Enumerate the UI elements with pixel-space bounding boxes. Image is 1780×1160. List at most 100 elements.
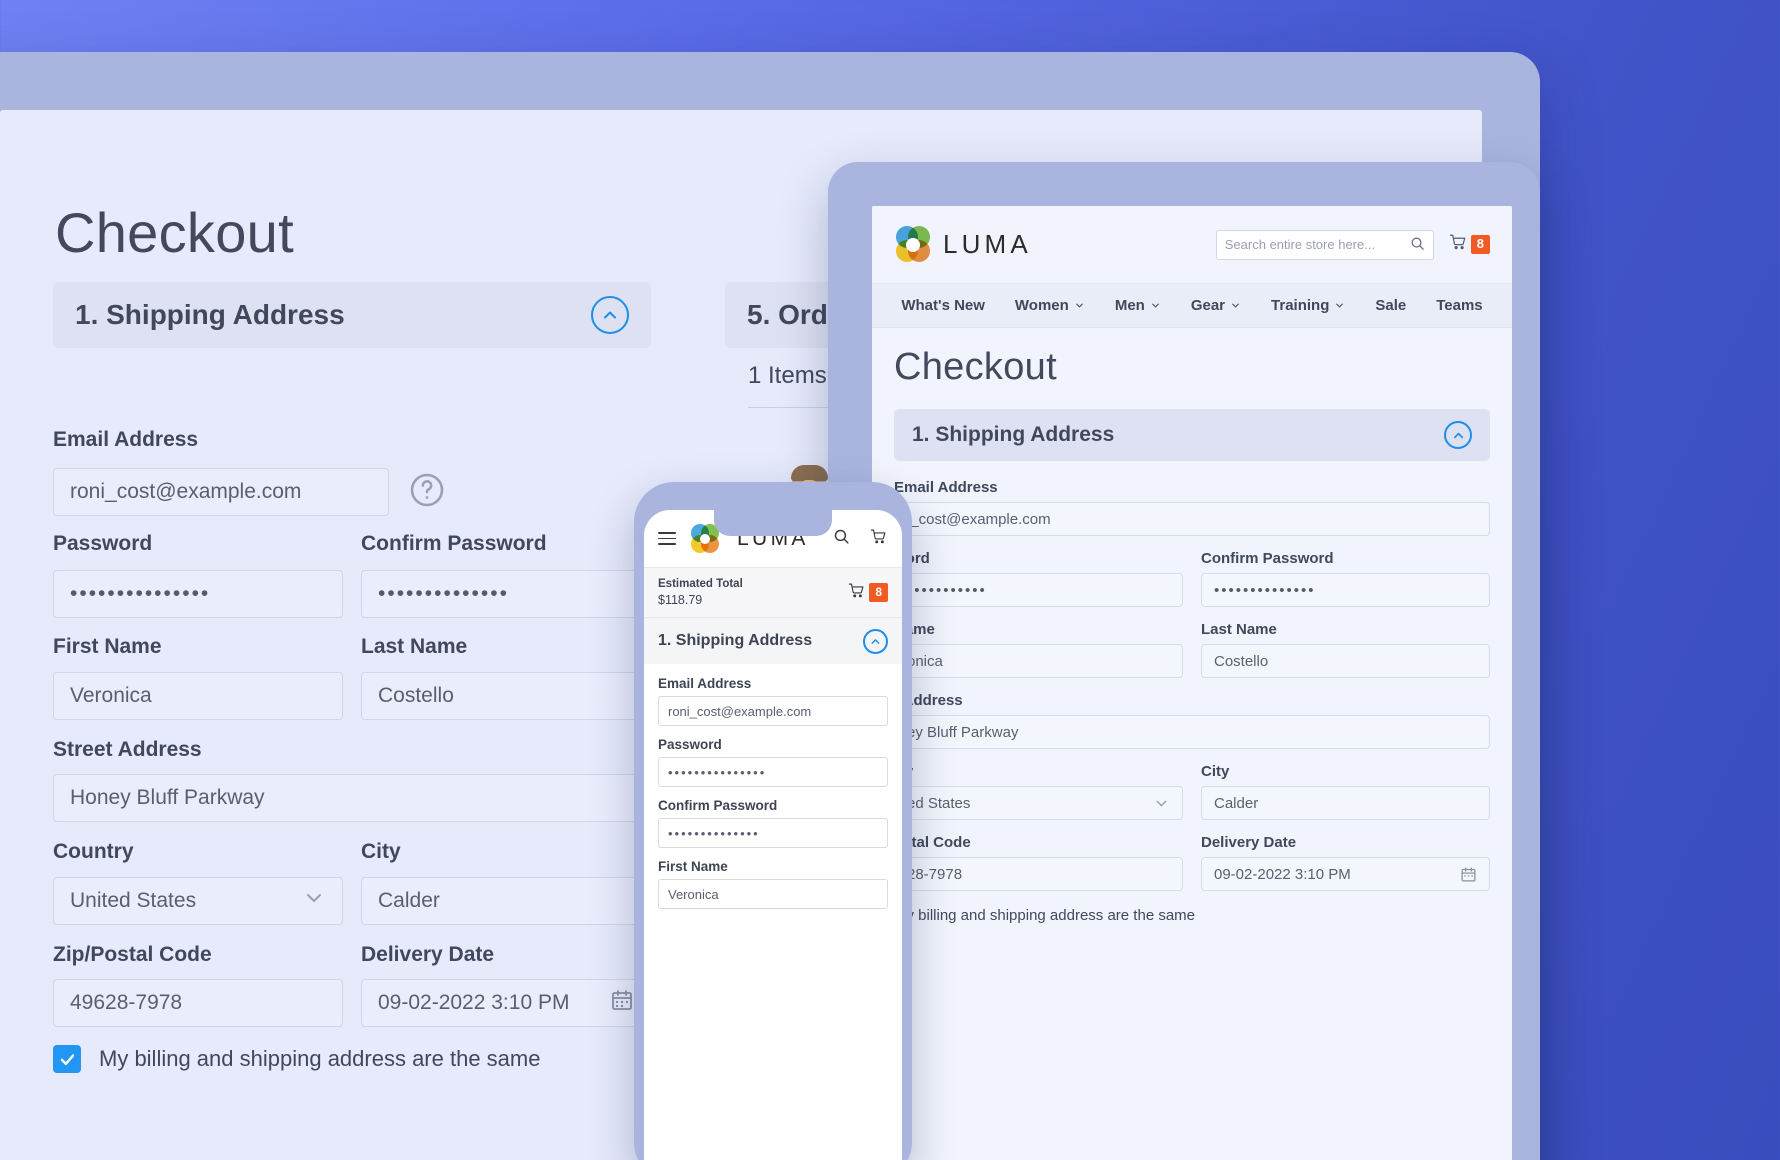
tablet-last-name-label: Last Name bbox=[1201, 621, 1277, 638]
luma-wordmark: LUMA bbox=[943, 229, 1032, 259]
tablet-confirm-password-label: Confirm Password bbox=[1201, 550, 1334, 567]
tablet-last-name-input[interactable]: Costello bbox=[1201, 644, 1490, 678]
chevron-down-icon bbox=[1156, 800, 1167, 806]
cart-icon bbox=[847, 582, 866, 604]
tablet-delivery-value: 09-02-2022 3:10 PM bbox=[1214, 865, 1351, 883]
tablet-country-select[interactable]: ed States bbox=[894, 786, 1183, 820]
phone-screen: LUMA Estimated Total $118.79 8 1. Ship bbox=[644, 510, 902, 1160]
nav-item-men[interactable]: Men bbox=[1115, 297, 1161, 314]
tablet-zip-input[interactable]: 28-7978 bbox=[894, 857, 1183, 891]
tablet-billing-same-label: My billing and shipping address are the … bbox=[894, 907, 1196, 924]
tablet-shipping-section-header[interactable]: 1. Shipping Address bbox=[894, 409, 1490, 461]
phone-password-label: Password bbox=[658, 737, 722, 752]
luma-logo-icon[interactable] bbox=[690, 523, 720, 554]
chevron-down-icon bbox=[1336, 303, 1344, 308]
luma-logo-icon[interactable] bbox=[894, 225, 932, 264]
phone-password-input[interactable]: ••••••••••••••• bbox=[658, 757, 888, 787]
confirm-password-input[interactable]: •••••••••••••• bbox=[361, 570, 651, 618]
tablet-street-label: t Address bbox=[894, 692, 963, 709]
nav-item-teams[interactable]: Teams bbox=[1436, 297, 1482, 314]
nav-item-sale[interactable]: Sale bbox=[1375, 297, 1406, 314]
phone-notch bbox=[714, 510, 832, 536]
cart-count-badge: 8 bbox=[1470, 235, 1490, 254]
country-label: Country bbox=[53, 840, 134, 863]
chevron-up-circle-icon[interactable] bbox=[1444, 421, 1472, 449]
nav-item-women[interactable]: Women bbox=[1015, 297, 1085, 314]
tablet-zip-label: ostal Code bbox=[894, 834, 971, 851]
search-icon[interactable] bbox=[1410, 236, 1425, 254]
nav-label: Sale bbox=[1375, 297, 1407, 314]
chevron-up-circle-icon[interactable] bbox=[591, 296, 629, 334]
shipping-address-section-header[interactable]: 1. Shipping Address bbox=[53, 282, 651, 348]
zip-input[interactable]: 49628-7978 bbox=[53, 979, 343, 1027]
tablet-device-frame: LUMA Search entire store here... 8 What'… bbox=[828, 162, 1540, 1160]
cart-icon[interactable] bbox=[869, 528, 888, 550]
street-address-input[interactable]: Honey Bluff Parkway bbox=[53, 774, 651, 822]
password-input[interactable]: ••••••••••••••• bbox=[53, 570, 343, 618]
tablet-password-input[interactable]: ••••••••••• bbox=[894, 573, 1183, 607]
zip-label: Zip/Postal Code bbox=[53, 943, 212, 966]
search-input[interactable]: Search entire store here... bbox=[1215, 229, 1434, 260]
last-name-input[interactable]: Costello bbox=[361, 672, 651, 720]
tablet-email-label: Email Address bbox=[894, 479, 998, 496]
phone-confirm-password-input[interactable]: •••••••••••••• bbox=[658, 818, 888, 848]
chevron-up-circle-icon[interactable] bbox=[863, 628, 888, 654]
chevron-down-icon bbox=[302, 886, 326, 916]
tablet-city-input[interactable]: Calder bbox=[1201, 786, 1490, 820]
first-name-label: First Name bbox=[53, 635, 162, 658]
chevron-down-icon bbox=[1076, 303, 1083, 308]
tablet-delivery-input[interactable]: 09-02-2022 3:10 PM bbox=[1201, 857, 1490, 891]
nav-label: Women bbox=[1014, 297, 1069, 314]
phone-device-frame: LUMA Estimated Total $118.79 8 1. Ship bbox=[634, 482, 912, 1160]
shipping-address-title: 1. Shipping Address bbox=[75, 299, 345, 330]
country-select-value: United States bbox=[70, 889, 197, 912]
search-icon[interactable] bbox=[833, 528, 850, 550]
tablet-main-nav: What's New Women Men Gear Training Sale … bbox=[872, 284, 1512, 328]
delivery-date-input[interactable]: 09-02-2022 3:10 PM bbox=[361, 979, 651, 1027]
phone-email-input[interactable]: roni_cost@example.com bbox=[658, 696, 888, 726]
last-name-label: Last Name bbox=[361, 635, 468, 658]
billing-same-checkbox[interactable] bbox=[53, 1045, 81, 1073]
question-circle-icon[interactable] bbox=[409, 472, 445, 513]
nav-item-training[interactable]: Training bbox=[1271, 297, 1345, 314]
confirm-password-label: Confirm Password bbox=[361, 532, 547, 555]
nav-label: What's New bbox=[901, 297, 985, 314]
country-select[interactable]: United States bbox=[53, 877, 343, 925]
tablet-password-label: word bbox=[894, 550, 1183, 567]
phone-confirm-password-label: Confirm Password bbox=[658, 798, 778, 813]
email-input[interactable]: roni_cost@example.com bbox=[53, 468, 389, 516]
phone-cart-button[interactable]: 8 bbox=[847, 582, 888, 604]
tablet-street-input[interactable]: ey Bluff Parkway bbox=[894, 715, 1490, 749]
cart-count-badge: 8 bbox=[869, 582, 888, 603]
tablet-confirm-password-input[interactable]: •••••••••••••• bbox=[1201, 573, 1490, 607]
hamburger-menu-icon[interactable] bbox=[658, 531, 676, 546]
delivery-date-label: Delivery Date bbox=[361, 943, 495, 966]
tablet-shipping-title: 1. Shipping Address bbox=[912, 423, 1115, 446]
email-label: Email Address bbox=[53, 428, 199, 451]
search-placeholder: Search entire store here... bbox=[1224, 237, 1376, 252]
phone-email-label: Email Address bbox=[658, 676, 752, 691]
nav-item-whats-new[interactable]: What's New bbox=[901, 297, 985, 314]
street-address-label: Street Address bbox=[53, 738, 202, 761]
phone-estimated-total-bar: Estimated Total $118.79 8 bbox=[644, 568, 902, 618]
phone-shipping-section-header[interactable]: 1. Shipping Address bbox=[644, 618, 902, 664]
phone-first-name-input[interactable]: Veronica bbox=[658, 879, 888, 909]
page-title: Checkout bbox=[55, 201, 294, 264]
tablet-first-name-input[interactable]: onica bbox=[894, 644, 1183, 678]
nav-label: Teams bbox=[1436, 297, 1483, 314]
first-name-input[interactable]: Veronica bbox=[53, 672, 343, 720]
nav-item-gear[interactable]: Gear bbox=[1191, 297, 1241, 314]
calendar-icon bbox=[1461, 866, 1476, 882]
cart-button[interactable]: 8 bbox=[1448, 233, 1490, 256]
delivery-date-value: 09-02-2022 3:10 PM bbox=[378, 991, 570, 1014]
tablet-country-label: try bbox=[894, 763, 1183, 780]
order-items-count: 1 Items bbox=[748, 362, 827, 389]
tablet-delivery-label: Delivery Date bbox=[1201, 834, 1297, 851]
tablet-email-input[interactable]: i_cost@example.com bbox=[894, 502, 1490, 536]
billing-same-label: My billing and shipping address are the … bbox=[99, 1046, 541, 1071]
tablet-screen: LUMA Search entire store here... 8 What'… bbox=[872, 206, 1512, 1160]
tablet-city-label: City bbox=[1201, 763, 1230, 780]
calendar-icon[interactable] bbox=[610, 988, 634, 1018]
estimated-total-label: Estimated Total bbox=[658, 578, 743, 590]
city-input[interactable]: Calder bbox=[361, 877, 651, 925]
